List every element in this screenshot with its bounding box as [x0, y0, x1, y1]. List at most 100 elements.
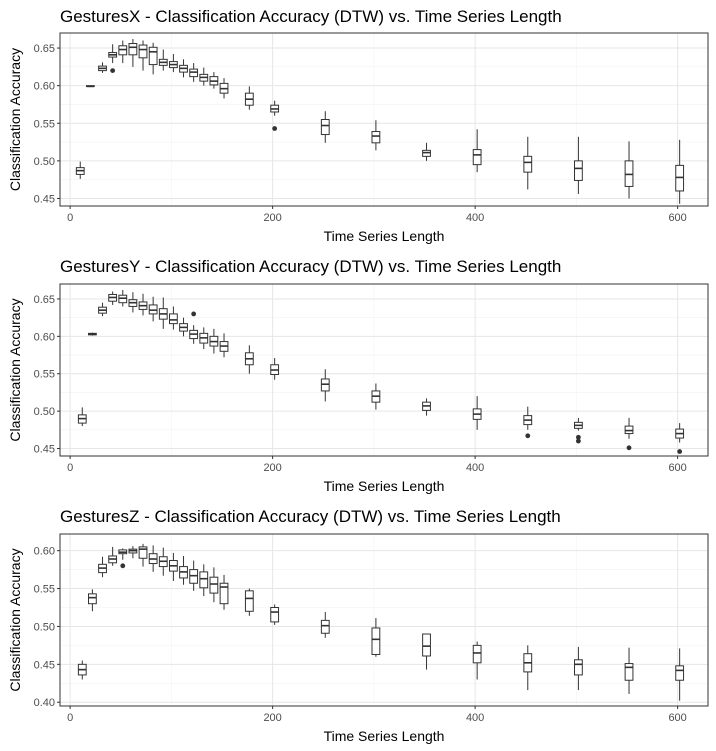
y-tick-label: 0.45	[34, 659, 55, 671]
iqr-box	[371, 627, 381, 655]
box-82	[148, 42, 158, 75]
grid	[60, 534, 708, 706]
box-402	[472, 129, 482, 173]
box-352	[422, 142, 431, 161]
x-tick-label: 0	[67, 712, 73, 724]
x-axis-label: Time Series Length	[324, 728, 445, 744]
y-tick-label: 0.65	[34, 294, 55, 306]
panel-title: GesturesY - Classification Accuracy (DTW…	[60, 257, 561, 276]
y-ticks: 0.40 0.45 0.50 0.55 0.60	[34, 546, 60, 709]
x-tick-label: 400	[466, 462, 484, 474]
box-152	[219, 78, 229, 99]
outlier-point	[110, 68, 116, 74]
box-202	[270, 358, 280, 380]
y-tick-label: 0.60	[34, 331, 55, 343]
box-122	[189, 63, 199, 82]
y-axis-label: Classification Accuracy	[7, 298, 23, 441]
iqr-box	[88, 593, 97, 605]
box-352	[422, 398, 431, 416]
plot-border	[59, 533, 709, 707]
box-452	[523, 406, 533, 439]
box-142	[209, 567, 219, 603]
iqr-box	[472, 644, 482, 664]
box-177	[244, 588, 254, 616]
x-axis-label: Time Series Length	[324, 478, 445, 494]
box-252	[320, 111, 330, 143]
panel-gestures-x: GesturesX - Classification Accuracy (DTW…	[7, 7, 709, 244]
x-tick-label: 0	[67, 462, 73, 474]
iqr-box	[574, 160, 583, 181]
plot-area	[60, 33, 708, 206]
outlier-point	[272, 126, 278, 131]
outlier-point	[626, 445, 632, 451]
box-452	[523, 136, 533, 190]
iqr-box	[148, 46, 158, 66]
outlier-point	[120, 563, 126, 569]
iqr-box	[320, 119, 330, 136]
box-92	[158, 547, 168, 576]
y-tick-label: 0.45	[34, 444, 55, 456]
iqr-box	[574, 659, 583, 676]
box-12	[77, 660, 87, 680]
box-302	[371, 618, 381, 657]
box-112	[179, 317, 188, 337]
box-102	[169, 306, 178, 330]
box-102	[169, 54, 178, 73]
iqr-box	[219, 582, 229, 605]
y-tick-label: 0.50	[34, 406, 55, 418]
box-10	[75, 161, 85, 179]
box-62	[128, 39, 138, 67]
box-132	[199, 327, 209, 350]
box-92	[158, 297, 168, 329]
box-72	[138, 543, 148, 567]
iqr-box	[270, 606, 280, 623]
box-252	[320, 612, 330, 638]
box-152	[219, 574, 229, 610]
box-42	[108, 44, 118, 74]
plot-border	[59, 283, 709, 457]
box-202	[270, 604, 280, 625]
plot-border	[59, 32, 709, 207]
iqr-box	[675, 665, 685, 681]
plot-area	[60, 534, 708, 706]
box-302	[371, 120, 381, 151]
box-32	[98, 302, 107, 317]
box-72	[138, 293, 148, 316]
box-20	[85, 85, 95, 88]
box-52	[118, 40, 128, 64]
box-452	[523, 645, 533, 691]
x-tick-label: 400	[466, 212, 484, 224]
outlier-point	[576, 434, 581, 440]
box-302	[371, 383, 381, 410]
y-ticks: 0.45 0.50 0.55 0.60 0.65	[34, 294, 60, 456]
boxes	[75, 39, 685, 204]
y-tick-label: 0.55	[34, 584, 55, 596]
x-ticks: 0 200 400 600	[67, 706, 687, 724]
box-402	[472, 641, 482, 680]
iqr-box	[169, 313, 178, 325]
panel-gestures-z: GesturesZ - Classification Accuracy (DTW…	[7, 507, 709, 744]
box-122	[189, 311, 199, 344]
x-ticks: 0 200 400 600	[67, 206, 687, 224]
outlier-point	[191, 311, 197, 317]
box-142	[209, 328, 219, 354]
box-142	[209, 72, 219, 89]
x-tick-label: 200	[263, 212, 281, 224]
box-602	[675, 423, 685, 454]
box-402	[472, 396, 482, 430]
box-502	[574, 646, 583, 691]
outlier-point	[576, 438, 581, 444]
box-72	[138, 40, 148, 71]
x-tick-label: 0	[67, 212, 73, 224]
box-502	[574, 417, 583, 444]
x-axis-label: Time Series Length	[324, 228, 445, 244]
box-82	[148, 545, 158, 572]
box-102	[169, 552, 178, 581]
box-32	[98, 62, 107, 73]
iqr-box	[209, 576, 219, 594]
iqr-box	[472, 149, 482, 166]
box-352	[422, 633, 431, 670]
box-602	[675, 139, 685, 204]
box-92	[158, 49, 168, 71]
iqr-box	[422, 633, 431, 657]
